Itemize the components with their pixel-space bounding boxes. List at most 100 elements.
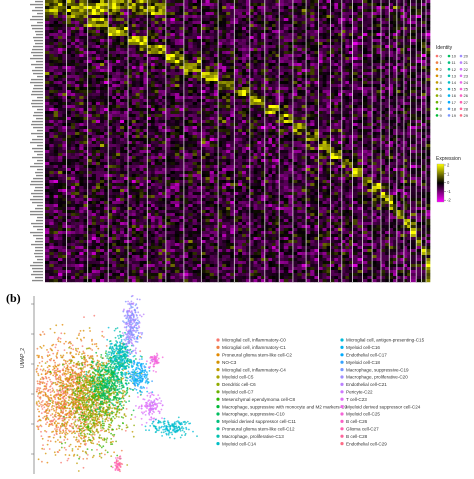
- heatmap-cell: [58, 60, 63, 64]
- heatmap-cell: [367, 21, 373, 25]
- heatmap-cell: [143, 147, 148, 151]
- heatmap-cell: [174, 120, 180, 124]
- heatmap-cell: [396, 33, 401, 37]
- heatmap-cell: [147, 114, 152, 118]
- heatmap-cell: [170, 69, 176, 73]
- heatmap-cell: [306, 12, 311, 16]
- heatmap-cell: [188, 126, 193, 130]
- heatmap-cell: [341, 153, 346, 157]
- heatmap-cell: [306, 117, 311, 121]
- heatmap-cell: [357, 66, 363, 70]
- heatmap-cell: [124, 69, 129, 73]
- heatmap-cell: [264, 114, 269, 118]
- heatmap-cell: [253, 27, 258, 31]
- heatmap-cell: [385, 30, 390, 34]
- heatmap-cell: [380, 93, 386, 97]
- heatmap-cell: [150, 54, 156, 58]
- heatmap-cell: [120, 36, 125, 40]
- heatmap-cell: [338, 69, 343, 73]
- heatmap-cell: [261, 144, 266, 148]
- heatmap-cell: [385, 102, 390, 106]
- heatmap-cell: [87, 51, 93, 55]
- heatmap-cell: [268, 129, 273, 133]
- heatmap-cell: [116, 69, 121, 73]
- heatmap-cell: [91, 18, 97, 22]
- heatmap-cell: [192, 45, 198, 49]
- heatmap-cell: [275, 129, 280, 133]
- heatmap-cell: [338, 123, 343, 127]
- heatmap-cell: [253, 129, 258, 133]
- heatmap-cell: [49, 153, 54, 157]
- heatmap-cell: [154, 48, 159, 52]
- heatmap-cell: [226, 69, 231, 73]
- heatmap-cell: [362, 21, 368, 25]
- heatmap-cell: [128, 120, 133, 124]
- heatmap-cell: [268, 126, 273, 130]
- heatmap-cell: [421, 72, 427, 76]
- heatmap-cell: [268, 51, 273, 55]
- heatmap-cell: [380, 15, 386, 19]
- heatmap-cell: [234, 129, 239, 133]
- heatmap-cell: [326, 18, 331, 22]
- heatmap-cell: [253, 6, 258, 10]
- heatmap-cell: [128, 87, 133, 91]
- heatmap-cell: [318, 36, 323, 40]
- heatmap-cell: [234, 132, 239, 136]
- heatmap-cell: [120, 90, 125, 94]
- heatmap-cell: [345, 42, 350, 46]
- heatmap-cell: [283, 60, 289, 64]
- heatmap-cell: [170, 147, 176, 151]
- heatmap-cell: [128, 147, 133, 151]
- heatmap-cell: [306, 111, 311, 115]
- heatmap-cell: [348, 78, 353, 82]
- heatmap-cell: [183, 108, 189, 112]
- heatmap-cell: [58, 126, 63, 130]
- heatmap-cell: [393, 72, 398, 76]
- heatmap-cell: [183, 33, 189, 37]
- heatmap-cell: [245, 141, 251, 145]
- heatmap-cell: [318, 87, 323, 91]
- heatmap-cell: [147, 45, 152, 49]
- heatmap-cell: [249, 132, 254, 136]
- heatmap-cell: [91, 96, 97, 100]
- heatmap-cell: [75, 108, 80, 112]
- heatmap-cell: [192, 48, 198, 52]
- heatmap-cell: [348, 129, 353, 133]
- heatmap-cell: [205, 138, 210, 142]
- heatmap-cell: [249, 93, 254, 97]
- heatmap-cell: [380, 6, 386, 10]
- heatmap-cell: [330, 123, 335, 127]
- heatmap-cell: [249, 0, 254, 4]
- heatmap-cell: [261, 93, 266, 97]
- heatmap-cell: [367, 69, 373, 73]
- heatmap-cell: [120, 45, 125, 49]
- heatmap-cell: [301, 63, 307, 67]
- heatmap-cell: [421, 108, 427, 112]
- heatmap-cell: [275, 72, 280, 76]
- heatmap-cell: [188, 3, 193, 7]
- heatmap-cell: [257, 117, 262, 121]
- heatmap-cell: [341, 60, 346, 64]
- heatmap-cell: [242, 39, 247, 43]
- heatmap-cell: [230, 144, 235, 148]
- heatmap-cell: [62, 0, 67, 4]
- heatmap-cell: [230, 120, 235, 124]
- heatmap-cell: [341, 42, 346, 46]
- heatmap-cell: [407, 144, 411, 148]
- heatmap-cell: [264, 120, 269, 124]
- heatmap-cell: [389, 126, 394, 130]
- heatmap-cell: [330, 69, 335, 73]
- heatmap-cell: [183, 36, 189, 40]
- heatmap-cell: [288, 90, 294, 94]
- heatmap-cell: [272, 60, 276, 64]
- heatmap-cell: [292, 141, 298, 145]
- heatmap-cell: [70, 114, 76, 118]
- heatmap-cell: [139, 114, 144, 118]
- heatmap-cell: [376, 153, 382, 157]
- heatmap-cell: [362, 42, 368, 46]
- heatmap-cell: [205, 18, 210, 22]
- heatmap-cell: [297, 111, 302, 115]
- heatmap-cell: [288, 99, 294, 103]
- heatmap-cell: [120, 15, 125, 19]
- heatmap-cell: [238, 153, 243, 157]
